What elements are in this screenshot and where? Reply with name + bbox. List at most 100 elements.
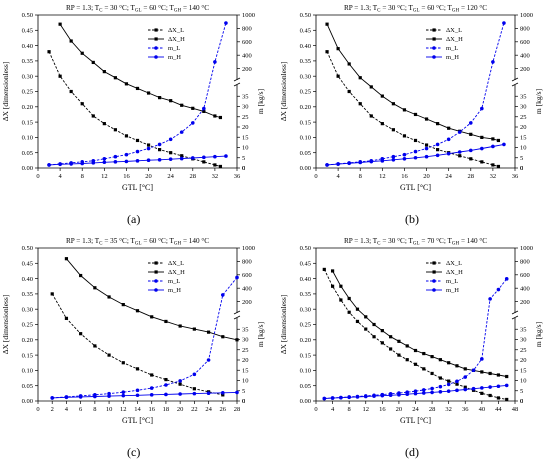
y-right-tick-label: 15	[242, 367, 249, 374]
series-marker-square	[113, 76, 117, 80]
series-marker-square	[413, 138, 418, 143]
y-right-tick-label: 400	[242, 285, 252, 292]
y-right-tick-label: 0	[520, 165, 523, 172]
series-marker-dot	[480, 357, 484, 361]
series-marker-dot	[457, 130, 462, 134]
x-tick-label: 0	[36, 173, 39, 180]
series-marker-dot	[164, 392, 168, 397]
title-subscript: C	[377, 9, 381, 14]
legend-marker-square	[154, 261, 158, 265]
series-marker-square	[364, 327, 368, 331]
series-marker-square	[347, 89, 351, 94]
y-left-tick-label: 0.35	[22, 58, 33, 65]
series-marker-square	[330, 269, 335, 273]
legend-marker-dot	[154, 55, 158, 59]
series-marker-square	[121, 303, 125, 307]
x-axis-label: GTL [°C]	[122, 183, 153, 192]
y-right-tick-label: 25	[242, 114, 249, 121]
x-tick-label: 8	[348, 406, 351, 413]
x-tick-label: 28	[190, 173, 197, 180]
legend-marker-square	[432, 28, 436, 32]
series-marker-dot	[504, 383, 509, 388]
legend-marker-dot	[432, 55, 436, 59]
series-marker-square	[505, 374, 509, 379]
axis-break-mark	[511, 82, 519, 87]
y-right-tick-label: 200	[242, 299, 252, 306]
series-marker-square	[402, 108, 407, 112]
title-text: = 30 °C; T	[381, 237, 414, 245]
series-marker-square	[391, 102, 395, 106]
x-tick-label: 10	[106, 406, 113, 413]
series-marker-dot	[80, 161, 85, 166]
y-right-tick-label: 20	[242, 357, 249, 364]
series-marker-dot	[463, 375, 468, 379]
series-marker-square	[424, 117, 429, 121]
y-left-tick-label: 0.25	[300, 322, 311, 329]
title-subscript: C	[99, 9, 103, 14]
chart-panel-0: RP = 1.3; TC = 30 °C; TGL = 60 °C; TGH =…	[1, 4, 265, 192]
series-marker-square	[150, 315, 154, 319]
series-marker-square	[463, 367, 467, 371]
title-text: = 120 °C	[459, 4, 487, 12]
series-marker-dot	[206, 391, 211, 396]
y-right-axis-label: m [kg/s]	[256, 89, 265, 114]
series-marker-square	[397, 353, 401, 357]
series-line-2	[52, 277, 237, 399]
series-marker-dot	[455, 379, 459, 384]
series-marker-dot	[192, 391, 197, 396]
series-marker-dot	[421, 391, 426, 395]
series-line-1	[66, 258, 237, 341]
x-tick-label: 4	[65, 406, 69, 413]
series-marker-square	[488, 393, 492, 398]
y-right-tick-label: 0	[242, 398, 245, 405]
y-left-tick-label: 0.00	[22, 398, 33, 405]
series-marker-dot	[391, 158, 396, 162]
y-right-tick-label: 20	[242, 124, 249, 131]
y-left-tick-label: 0.40	[22, 276, 33, 283]
x-tick-label: 18	[163, 406, 170, 413]
series-marker-square	[369, 114, 373, 118]
y-left-tick-label: 0.20	[300, 337, 311, 344]
series-marker-dot	[438, 384, 443, 389]
series-marker-square	[102, 70, 106, 74]
y-left-tick-label: 0.45	[300, 261, 311, 268]
legend-label: m_H	[168, 54, 181, 61]
series-marker-dot	[102, 156, 107, 161]
series-marker-square	[422, 351, 426, 356]
legend-label: ΔX_L	[168, 27, 184, 34]
series-marker-dot	[336, 162, 340, 166]
axis-break-mark	[233, 310, 241, 315]
y-left-tick-label: 0.30	[22, 306, 33, 313]
series-marker-square	[380, 329, 384, 333]
series-marker-square	[405, 344, 409, 348]
series-marker-dot	[491, 144, 495, 149]
series-marker-dot	[438, 389, 443, 394]
title-subscript: GH	[174, 9, 182, 14]
title-subscript: GH	[452, 242, 460, 247]
y-right-tick-label: 400	[520, 52, 530, 59]
y-left-tick-label: 0.40	[22, 43, 33, 50]
y-right-tick-label: 25	[520, 114, 527, 121]
x-tick-label: 24	[412, 406, 419, 413]
series-marker-dot	[405, 392, 410, 397]
y-left-tick-label: 0.05	[22, 383, 33, 390]
series-marker-dot	[124, 152, 129, 157]
series-marker-dot	[424, 146, 429, 151]
series-marker-square	[491, 137, 495, 141]
title-subscript: GH	[174, 242, 182, 247]
series-marker-square	[358, 102, 362, 106]
y-right-tick-label: 600	[242, 272, 252, 279]
series-marker-dot	[124, 159, 129, 164]
series-marker-square	[80, 102, 84, 106]
legend-label: m_H	[168, 287, 181, 294]
series-marker-square	[469, 157, 473, 161]
x-tick-label: 4	[58, 173, 62, 180]
series-marker-square	[102, 122, 106, 126]
y-left-tick-label: 0.35	[300, 58, 311, 65]
title-text: = 30 °C; T	[103, 4, 136, 12]
series-marker-dot	[220, 391, 225, 395]
y-left-tick-label: 0.15	[300, 119, 311, 126]
x-tick-label: 8	[81, 173, 84, 180]
series-marker-square	[164, 377, 168, 382]
series-marker-square	[206, 330, 211, 334]
